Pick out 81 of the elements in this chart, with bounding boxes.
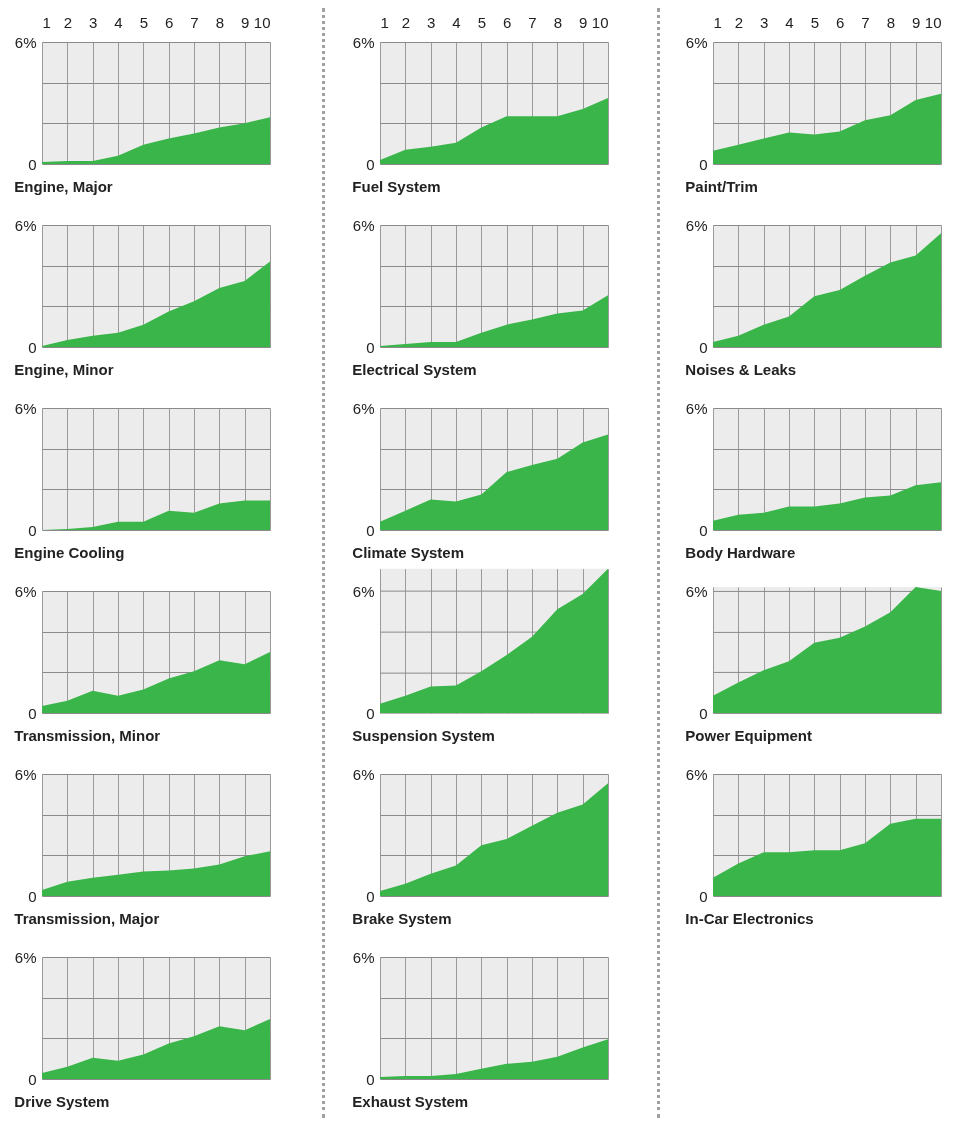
- x-tick-label: 1: [380, 13, 389, 31]
- text: Engine, Minor: [14, 361, 114, 378]
- x-tick-label: 2: [63, 13, 73, 31]
- text: Engine, Major: [14, 178, 113, 195]
- y-tick-label: 6%: [685, 765, 708, 783]
- text: Electrical System: [352, 361, 477, 378]
- x-tick-label: 1: [42, 13, 51, 31]
- y-tick-label: 6%: [352, 399, 375, 417]
- y-tick-label: 0: [699, 155, 708, 173]
- x-tick-label: 9: [578, 13, 588, 31]
- y-tick-label: 0: [28, 704, 37, 722]
- x-tick-label: 7: [190, 13, 199, 31]
- y-tick-label: 0: [28, 887, 37, 905]
- y-tick-label: 0: [699, 704, 708, 722]
- x-tick-label: 8: [886, 13, 896, 31]
- text: Fuel System: [352, 178, 441, 195]
- y-tick-label: 0: [699, 521, 708, 539]
- y-tick-label: 0: [28, 521, 37, 539]
- text: Body Hardware: [685, 544, 796, 561]
- text: In-Car Electronics: [685, 910, 814, 927]
- x-tick-label: 10: [924, 13, 942, 31]
- y-tick-label: 6%: [14, 216, 37, 234]
- x-tick-label: 10: [253, 13, 271, 31]
- y-tick-label: 0: [28, 155, 37, 173]
- y-tick-label: 0: [699, 887, 708, 905]
- x-tick-label: 3: [426, 13, 436, 31]
- y-tick-label: 6%: [352, 33, 375, 51]
- x-tick-label: 7: [528, 13, 537, 31]
- y-tick-label: 6%: [14, 33, 37, 51]
- y-tick-label: 6%: [14, 948, 37, 966]
- x-tick-label: 3: [88, 13, 98, 31]
- text: Climate System: [352, 544, 465, 561]
- text: Suspension System: [352, 727, 495, 744]
- y-tick-label: 6%: [685, 582, 708, 600]
- text: Brake System: [352, 910, 452, 927]
- y-tick-label: 0: [366, 887, 375, 905]
- x-tick-label: 5: [810, 13, 820, 31]
- y-tick-label: 0: [28, 338, 37, 356]
- x-tick-label: 6: [164, 13, 174, 31]
- x-tick-label: 2: [401, 13, 411, 31]
- text: Drive System: [14, 1093, 110, 1110]
- x-tick-label: 8: [215, 13, 225, 31]
- text: Engine Cooling: [14, 544, 125, 561]
- x-tick-label: 4: [114, 13, 123, 31]
- x-tick-label: 9: [911, 13, 921, 31]
- x-tick-label: 3: [759, 13, 769, 31]
- x-tick-label: 10: [591, 13, 609, 31]
- x-tick-label: 6: [502, 13, 512, 31]
- y-tick-label: 0: [366, 521, 375, 539]
- y-tick-label: 0: [28, 1070, 37, 1088]
- y-tick-label: 6%: [352, 765, 375, 783]
- y-tick-label: 6%: [685, 33, 708, 51]
- text: Paint/Trim: [685, 178, 758, 195]
- y-tick-label: 0: [366, 338, 375, 356]
- text: Power Equipment: [685, 727, 813, 744]
- y-tick-label: 6%: [352, 582, 375, 600]
- y-tick-label: 0: [366, 1070, 375, 1088]
- y-tick-label: 0: [366, 704, 375, 722]
- x-tick-label: 6: [835, 13, 845, 31]
- y-tick-label: 0: [366, 155, 375, 173]
- y-tick-label: 6%: [352, 216, 375, 234]
- y-tick-label: 6%: [685, 399, 708, 417]
- x-tick-label: 4: [452, 13, 461, 31]
- x-tick-label: 9: [240, 13, 250, 31]
- text: Noises & Leaks: [685, 361, 797, 378]
- x-tick-label: 7: [861, 13, 870, 31]
- text: Transmission, Minor: [14, 727, 161, 744]
- x-tick-label: 2: [734, 13, 744, 31]
- x-tick-label: 1: [713, 13, 722, 31]
- y-tick-label: 6%: [352, 948, 375, 966]
- y-tick-label: 6%: [14, 582, 37, 600]
- y-tick-label: 6%: [14, 765, 37, 783]
- y-tick-label: 0: [699, 338, 708, 356]
- x-tick-label: 5: [477, 13, 487, 31]
- x-tick-label: 8: [553, 13, 563, 31]
- text: Exhaust System: [352, 1093, 469, 1110]
- x-tick-label: 4: [785, 13, 794, 31]
- y-tick-label: 6%: [14, 399, 37, 417]
- y-tick-label: 6%: [685, 216, 708, 234]
- text: Transmission, Major: [14, 910, 160, 927]
- x-tick-label: 5: [139, 13, 149, 31]
